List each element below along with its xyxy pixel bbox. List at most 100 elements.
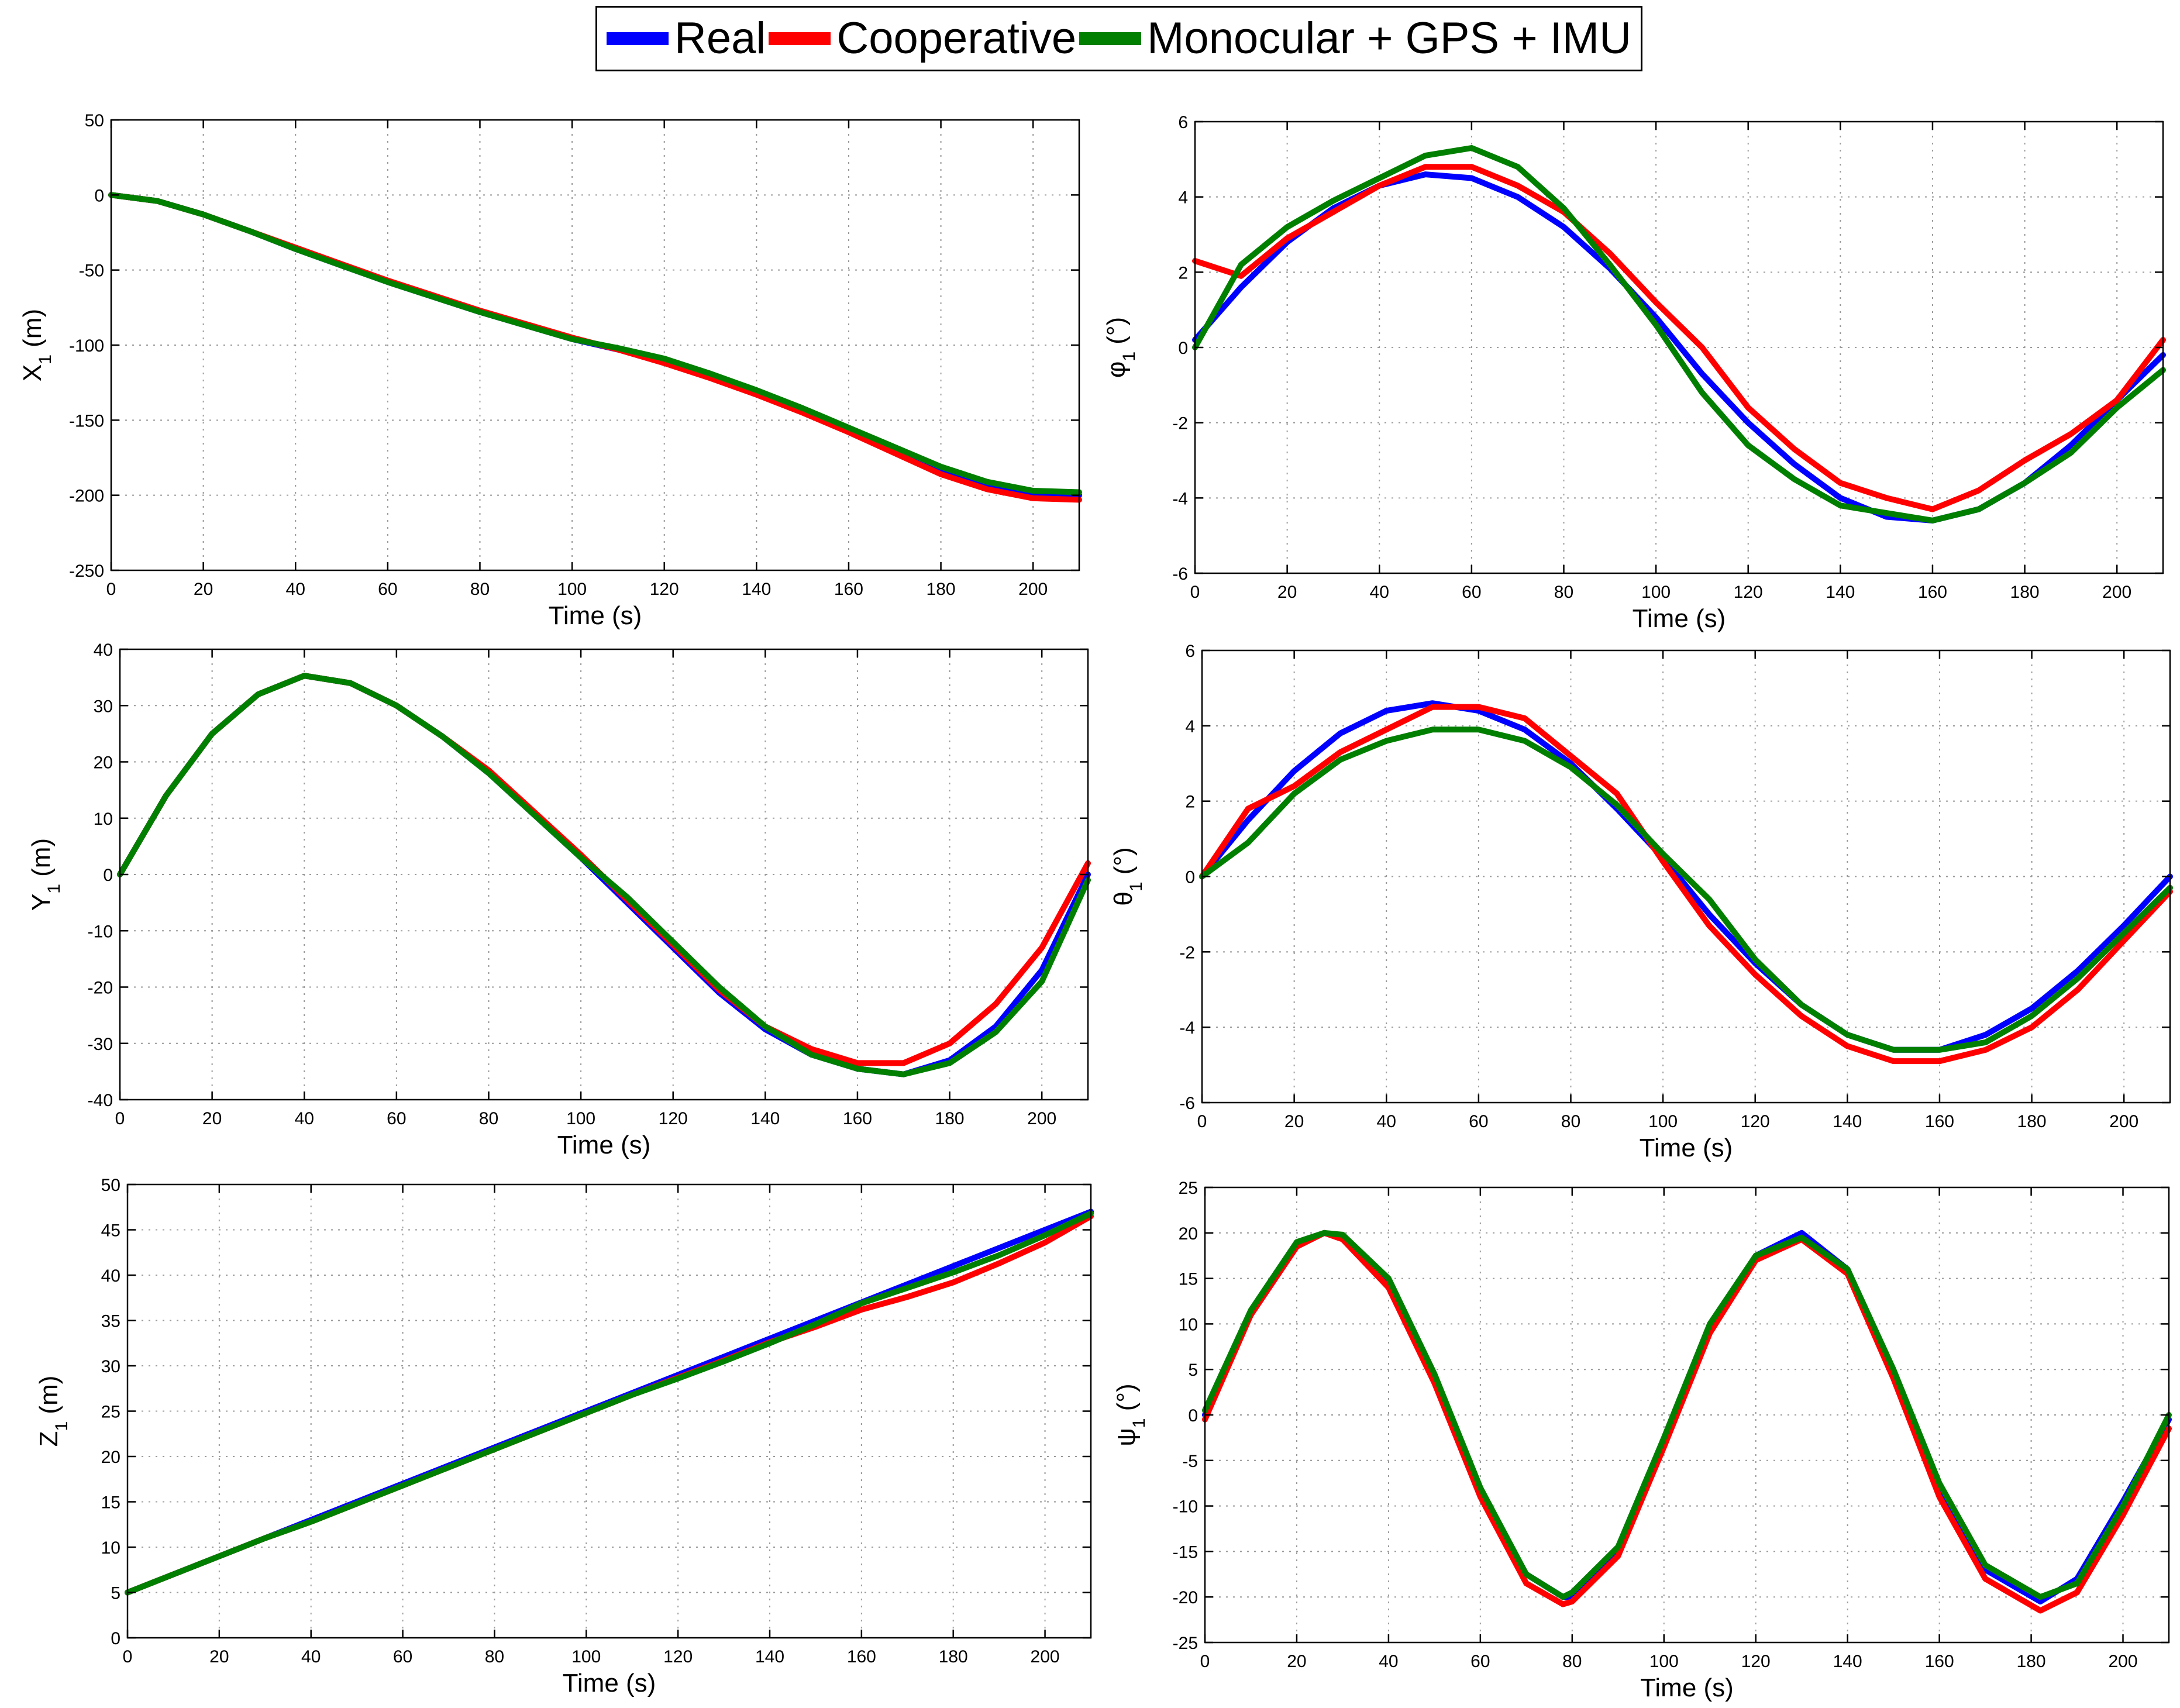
y-tick-label: 30	[101, 1357, 120, 1376]
legend-label-cooperative: Cooperative	[836, 13, 1077, 63]
y-tick-label: -4	[1172, 489, 1188, 508]
y-tick-label: -250	[69, 562, 104, 581]
y-tick-label: -6	[1172, 564, 1188, 584]
axes-frame	[126, 1183, 1092, 1639]
x-tick-label: 60	[378, 580, 397, 599]
series-line-z1-2	[125, 1210, 1094, 1596]
y-tick-label: -20	[1173, 1588, 1198, 1607]
y-tick-label: 5	[111, 1584, 120, 1603]
x-axis-label: Time (s)	[563, 1669, 656, 1697]
y-tick-label: -10	[1173, 1497, 1198, 1517]
y-tick-label: -5	[1182, 1452, 1198, 1471]
y-tick-label: 45	[101, 1221, 120, 1241]
x-tick-label: 200	[2102, 583, 2131, 602]
x-tick-label: 80	[1554, 583, 1573, 602]
x-tick-label: 180	[2010, 583, 2040, 602]
x-tick-label: 200	[1031, 1647, 1060, 1666]
subplot-z1: 0 20 40 60 80 100 120 140 160 180 200 0 5 10 15 20 25 30 3…	[35, 1176, 1094, 1697]
x-tick-label: 0	[115, 1109, 125, 1128]
y-tick-label: -25	[1173, 1634, 1198, 1653]
x-axis-label: Time (s)	[1633, 604, 1726, 633]
series-line-theta1-2	[1199, 726, 2173, 1053]
x-tick-label: 160	[834, 580, 863, 599]
x-tick-label: 80	[1562, 1652, 1582, 1671]
y-tick-label: 0	[1178, 339, 1188, 358]
series-line-phi1-2	[1192, 145, 2166, 524]
y-tick-label: 0	[111, 1629, 120, 1648]
y-tick-label: -2	[1172, 414, 1188, 433]
x-tick-label: 40	[295, 1109, 314, 1128]
legend-item-mono: Monocular + GPS + IMU	[1079, 16, 1631, 61]
series-line-x1-2	[108, 192, 1082, 495]
y-tick-label: 35	[101, 1312, 120, 1331]
series-line-theta1-0	[1199, 700, 2173, 1053]
legend-label-real: Real	[674, 13, 766, 63]
x-tick-label: 40	[1377, 1112, 1396, 1131]
y-tick-label: 50	[101, 1176, 120, 1195]
x-tick-label: 20	[1287, 1652, 1306, 1671]
x-tick-label: 20	[1284, 1112, 1304, 1131]
y-tick-label: 20	[101, 1448, 120, 1467]
y-tick-label: 20	[94, 753, 113, 773]
legend-swatch-mono	[1079, 32, 1142, 45]
legend-item-cooperative: Cooperative	[769, 16, 1076, 61]
x-tick-label: 140	[1833, 1112, 1862, 1131]
x-tick-label: 200	[2109, 1112, 2138, 1131]
x-axis-label: Time (s)	[1640, 1673, 1734, 1702]
x-tick-label: 200	[1027, 1109, 1056, 1128]
x-tick-label: 0	[106, 580, 116, 599]
x-tick-label: 140	[742, 580, 771, 599]
y-tick-label: 4	[1185, 717, 1195, 736]
x-tick-label: 0	[1190, 583, 1200, 602]
x-tick-label: 40	[1379, 1652, 1398, 1671]
x-tick-label: 160	[1918, 583, 1947, 602]
x-tick-label: 20	[1277, 583, 1297, 602]
x-tick-label: 160	[843, 1109, 872, 1128]
y-tick-label: 15	[1179, 1270, 1198, 1289]
y-tick-label: -150	[69, 411, 104, 431]
legend-swatch-cooperative	[769, 32, 831, 45]
series-line-psi1-2	[1202, 1230, 2172, 1600]
series-line-y1-1	[117, 673, 1091, 1066]
series-line-psi1-0	[1202, 1230, 2172, 1604]
x-tick-label: 180	[2017, 1652, 2046, 1671]
x-tick-label: 20	[194, 580, 213, 599]
x-tick-label: 60	[387, 1109, 406, 1128]
y-tick-label: -40	[88, 1091, 113, 1110]
y-axis-label: φ1 (°)	[1102, 317, 1139, 378]
x-tick-label: 140	[1826, 583, 1855, 602]
y-tick-label: 10	[94, 810, 113, 829]
y-tick-label: -6	[1179, 1094, 1195, 1113]
y-axis-label: Z1 (m)	[35, 1376, 71, 1447]
x-tick-label: 60	[393, 1647, 412, 1666]
x-tick-label: 80	[1561, 1112, 1580, 1131]
x-tick-label: 140	[755, 1647, 784, 1666]
y-axis-label: ψ1 (°)	[1112, 1383, 1149, 1446]
x-tick-label: 140	[750, 1109, 780, 1128]
series-line-y1-2	[117, 673, 1091, 1077]
y-tick-label: 0	[94, 186, 104, 205]
x-tick-label: 180	[939, 1647, 968, 1666]
x-tick-label: 120	[650, 580, 679, 599]
x-axis-label: Time (s)	[549, 601, 642, 630]
y-tick-label: -100	[69, 336, 104, 356]
x-tick-label: 100	[1641, 583, 1671, 602]
series-line-theta1-1	[1199, 704, 2173, 1065]
x-tick-label: 60	[1470, 1652, 1490, 1671]
x-tick-label: 100	[566, 1109, 595, 1128]
x-tick-label: 120	[663, 1647, 693, 1666]
x-axis-label: Time (s)	[557, 1131, 651, 1159]
x-tick-label: 60	[1469, 1112, 1488, 1131]
y-tick-label: 50	[85, 111, 104, 130]
y-tick-label: 40	[101, 1266, 120, 1286]
x-tick-label: 180	[2017, 1112, 2047, 1131]
y-tick-label: 0	[1188, 1406, 1198, 1425]
x-tick-label: 160	[847, 1647, 876, 1666]
legend: Real Cooperative Monocular + GPS + IMU	[595, 6, 1642, 71]
y-axis-label: Y1 (m)	[27, 838, 64, 911]
x-tick-label: 160	[1925, 1112, 1954, 1131]
x-tick-label: 120	[659, 1109, 688, 1128]
x-tick-label: 0	[1200, 1652, 1210, 1671]
